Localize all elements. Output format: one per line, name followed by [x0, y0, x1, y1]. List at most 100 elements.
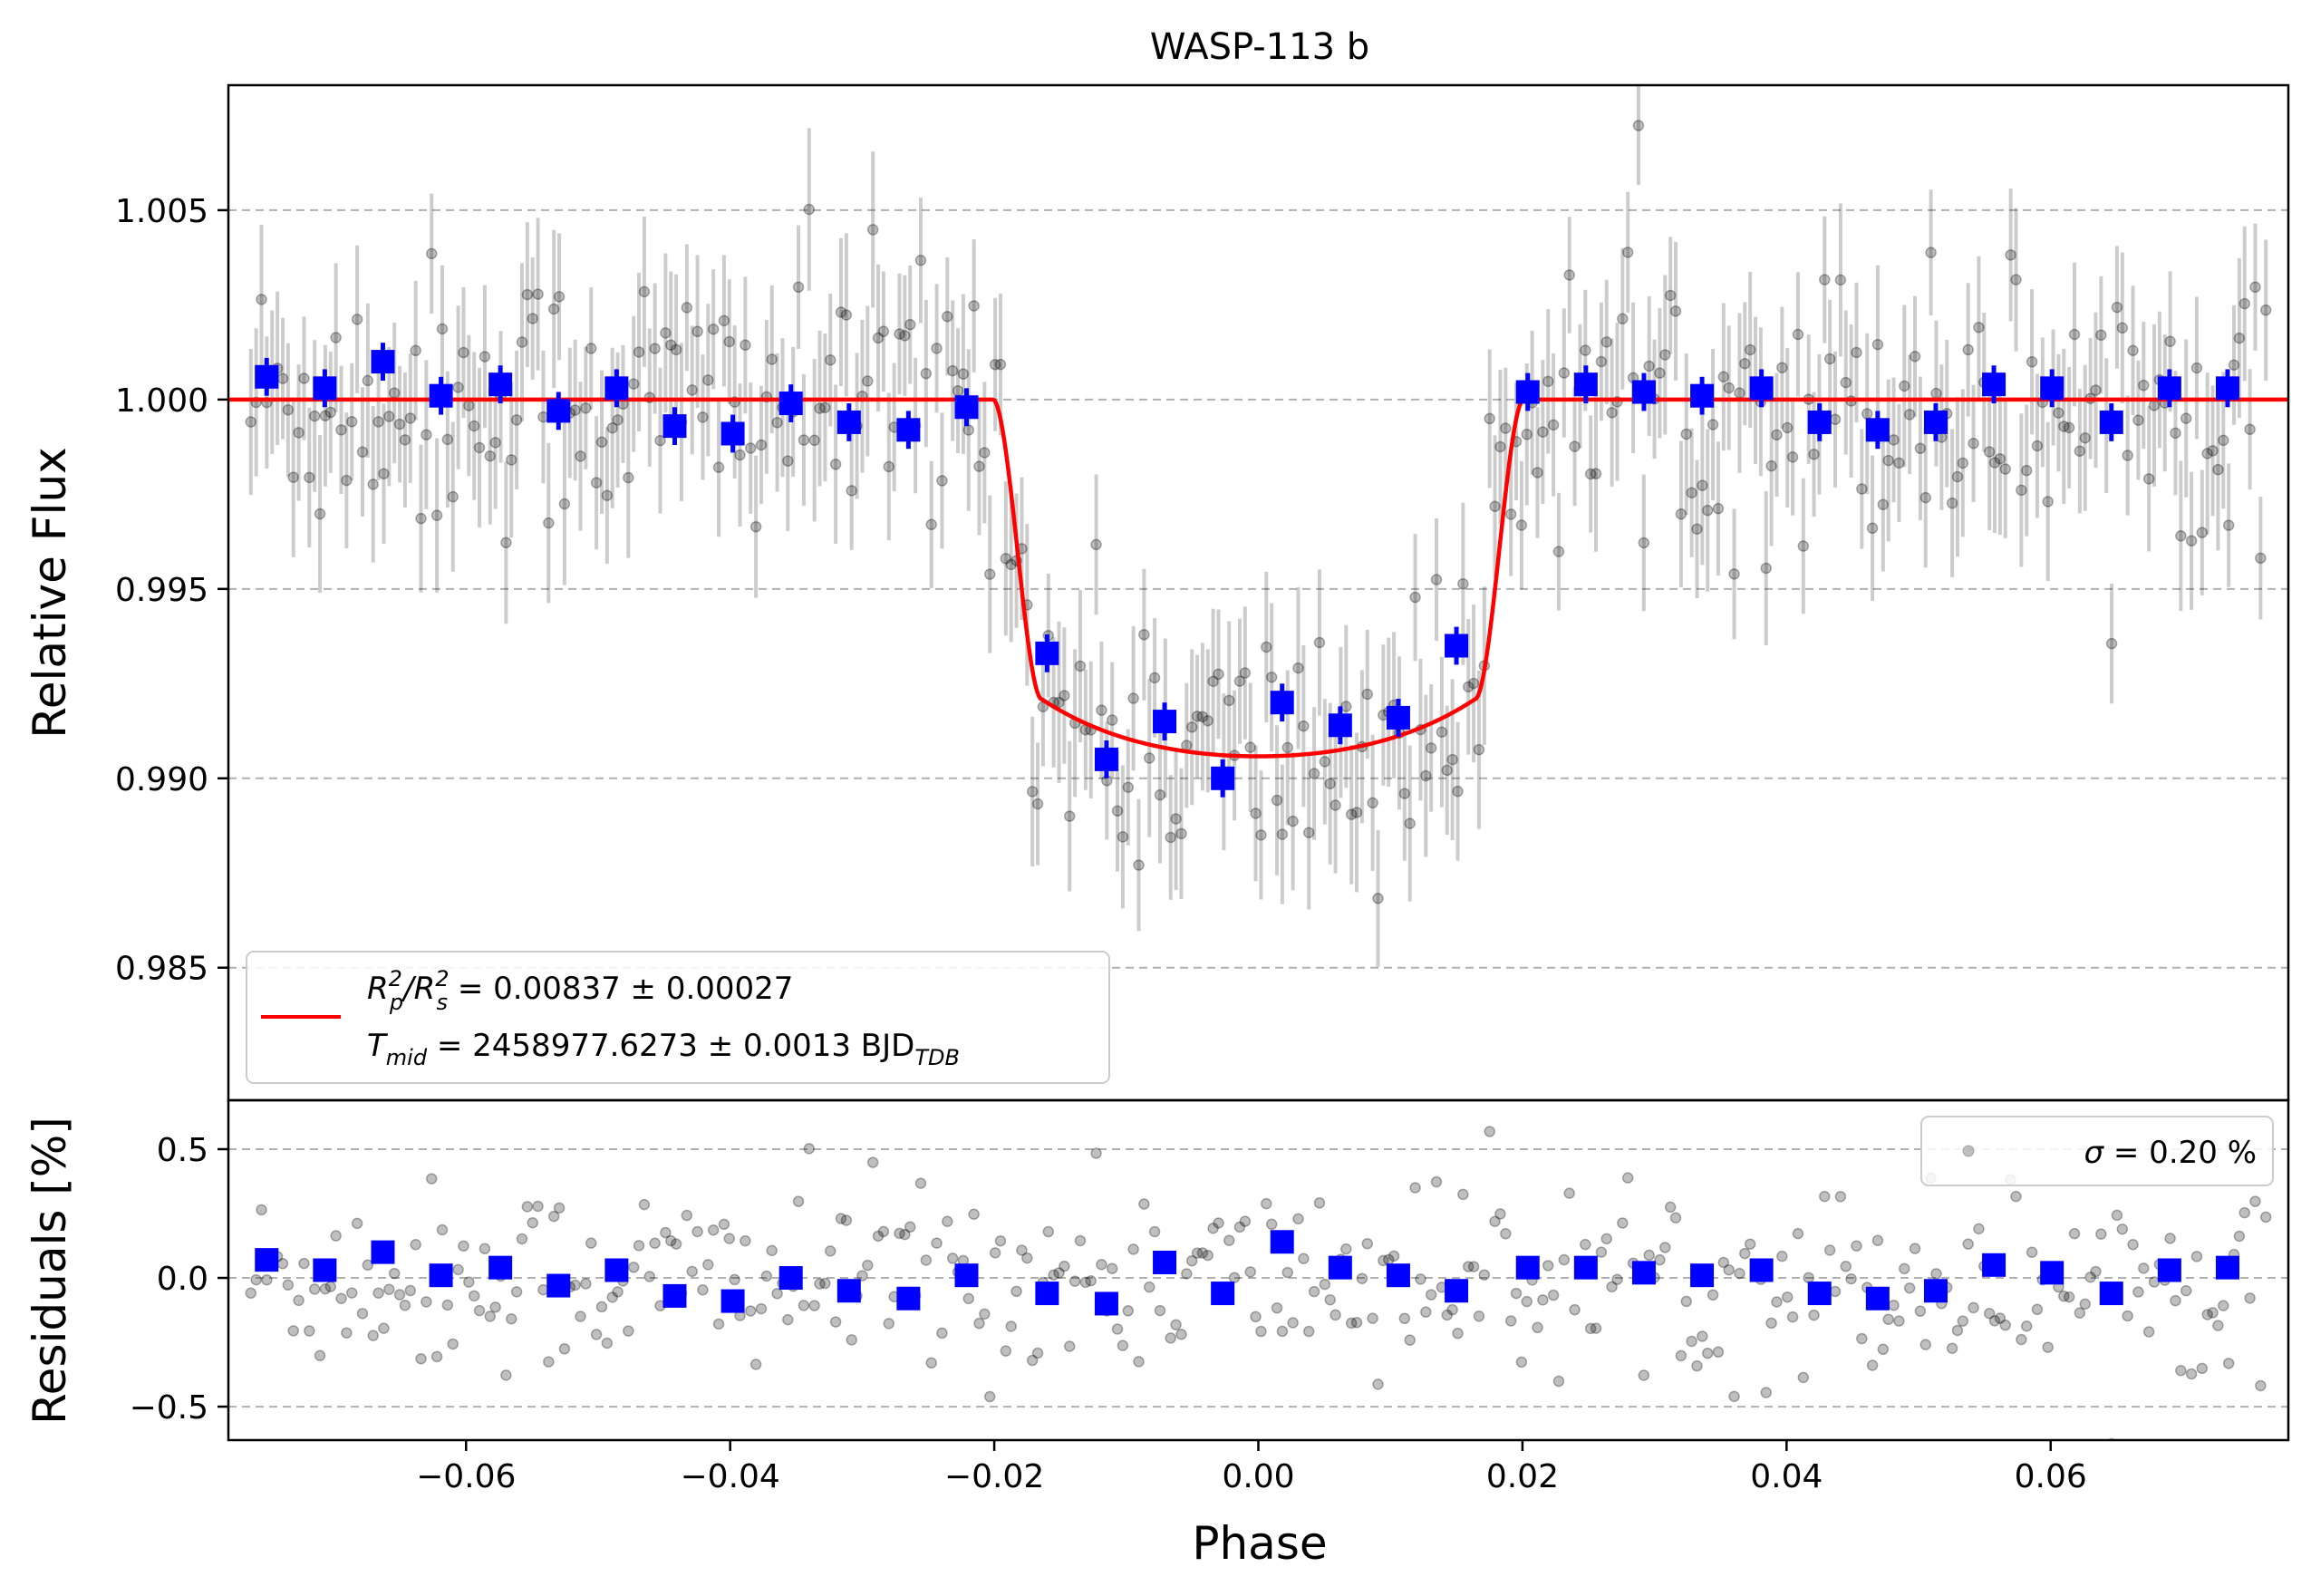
residual-raw-point	[1691, 1359, 1703, 1372]
residual-raw-point	[1165, 1332, 1176, 1344]
residual-raw-point	[723, 1233, 736, 1244]
residual-raw-point	[702, 1259, 714, 1271]
residual-raw-point	[489, 1301, 501, 1313]
flux-raw-point	[1191, 711, 1204, 722]
flux-binned-point	[313, 376, 337, 401]
flux-raw-point	[1638, 537, 1650, 549]
flux-raw-point	[1175, 827, 1187, 840]
flux-raw-point	[1792, 328, 1804, 341]
flux-raw-point	[595, 436, 608, 449]
flux-raw-point	[1899, 380, 1910, 392]
flux-raw-point	[707, 323, 720, 335]
flux-raw-point	[245, 416, 257, 428]
residual-raw-point	[1669, 1212, 1682, 1224]
residual-raw-point	[1707, 1289, 1719, 1301]
flux-raw-point	[877, 325, 890, 337]
flux-raw-point	[2244, 423, 2256, 435]
flux-binned-point	[1573, 372, 1598, 397]
flux-raw-point	[441, 433, 454, 446]
residual-raw-point	[330, 1230, 342, 1242]
flux-raw-point	[1436, 726, 1448, 738]
residual-raw-point	[1106, 1262, 1118, 1274]
flux-raw-point	[1117, 831, 1129, 843]
flux-raw-point	[601, 489, 614, 501]
residual-raw-point	[712, 1318, 725, 1330]
flux-raw-point	[1446, 753, 1458, 766]
flux-raw-point	[287, 471, 299, 483]
residual-raw-point	[729, 1273, 740, 1286]
residual-raw-point	[1298, 1253, 1310, 1264]
flux-raw-point	[521, 288, 534, 301]
residual-raw-point	[521, 1201, 534, 1213]
residual-raw-point	[1723, 1263, 1735, 1276]
residual-raw-point	[1532, 1321, 1543, 1334]
flux-raw-point	[1281, 741, 1294, 754]
flux-raw-point	[436, 323, 449, 335]
flux-raw-point	[308, 410, 321, 422]
residual-raw-point	[1510, 1287, 1523, 1300]
residual-raw-point	[1888, 1300, 1900, 1311]
residual-raw-point	[914, 1177, 927, 1189]
flux-raw-point	[914, 255, 927, 266]
residual-raw-point	[1420, 1306, 1432, 1318]
flux-raw-point	[899, 330, 911, 342]
transit-model-group	[228, 397, 2288, 759]
flux-raw-point	[2228, 359, 2240, 371]
flux-raw-point	[1090, 538, 1102, 551]
flux-raw-point	[293, 427, 305, 439]
flux-raw-point	[712, 461, 725, 473]
flux-raw-point	[1925, 247, 1937, 258]
flux-raw-point	[931, 343, 943, 354]
residual-raw-point	[362, 1259, 374, 1272]
flux-raw-point	[1888, 434, 1900, 446]
flux-raw-point	[1851, 346, 1862, 359]
residuals-y-tick-label: −0.5	[130, 1389, 208, 1427]
flux-raw-point	[749, 520, 762, 533]
residual-raw-point	[2138, 1262, 2150, 1274]
residual-raw-point	[1010, 1285, 1022, 1298]
flux-raw-point	[1276, 828, 1289, 840]
residual-raw-point	[1250, 1311, 1262, 1323]
residual-raw-point	[1196, 1247, 1209, 1259]
flux-raw-point	[1765, 459, 1777, 472]
flux-raw-point	[2053, 407, 2064, 419]
flux-binned-point	[2215, 376, 2239, 401]
residual-raw-point	[824, 1245, 836, 1257]
residual-binned-point	[1386, 1263, 1410, 1288]
residual-raw-point	[627, 1262, 640, 1273]
flux-raw-point	[1196, 711, 1209, 723]
legend-line-2: Tmid = 2458977.6273 ± 0.0013 BJDTDB	[367, 1028, 960, 1070]
residual-raw-point	[468, 1290, 480, 1302]
flux-raw-point	[1994, 452, 2006, 465]
flux-raw-point	[1957, 457, 1969, 469]
residuals-binned-points	[255, 1230, 2239, 1316]
flux-raw-point	[2122, 450, 2133, 461]
flux-raw-point	[846, 485, 857, 497]
flux-raw-point	[2249, 281, 2261, 294]
flux-raw-point	[1786, 451, 1799, 463]
flux-raw-point	[1563, 269, 1575, 281]
residual-raw-point	[1361, 1237, 1374, 1250]
residual-raw-point	[782, 1313, 794, 1326]
residual-raw-point	[612, 1286, 624, 1298]
residual-raw-point	[2233, 1230, 2246, 1243]
flux-raw-point	[430, 509, 443, 521]
residual-raw-point	[1133, 1356, 1145, 1368]
residual-raw-point	[1654, 1253, 1666, 1266]
residual-raw-point	[421, 1296, 432, 1308]
flux-raw-point	[1723, 382, 1735, 394]
flux-raw-point	[1074, 660, 1087, 672]
flux-raw-point	[1829, 413, 1842, 426]
residual-raw-point	[282, 1279, 295, 1291]
residual-binned-point	[1749, 1258, 1774, 1282]
flux-raw-point	[426, 247, 438, 260]
flux-raw-point	[2026, 355, 2038, 368]
residual-raw-point	[346, 1287, 358, 1299]
residual-raw-point	[1404, 1334, 1416, 1346]
residual-raw-point	[1962, 1238, 1974, 1250]
flux-raw-point	[957, 368, 970, 380]
flux-binned-point	[1386, 705, 1410, 730]
residual-raw-point	[1521, 1295, 1533, 1308]
residual-raw-point	[2190, 1251, 2203, 1262]
flux-binned-point	[604, 376, 629, 401]
